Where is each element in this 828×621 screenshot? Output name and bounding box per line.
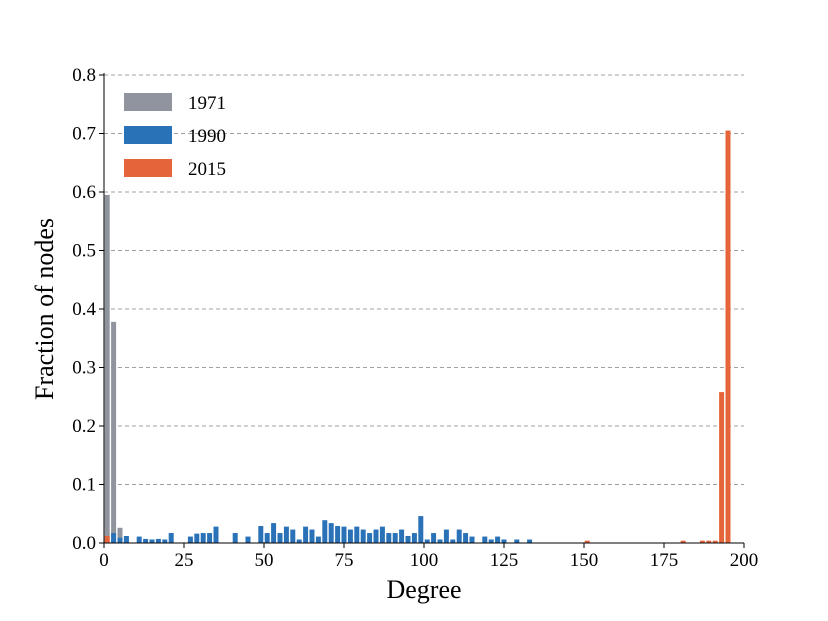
y-tick-label: 0.7 [72, 124, 96, 145]
x-axis-title: Degree [386, 575, 461, 604]
bar-1990-degree-11 [136, 536, 142, 543]
bar-1990-degree-103 [431, 533, 437, 543]
bar-1990-degree-79 [354, 526, 360, 543]
bar-1990-degree-89 [386, 533, 392, 543]
bar-2015-degree-181 [680, 540, 686, 543]
bar-1990-degree-115 [469, 536, 475, 543]
legend-swatch-1971 [124, 93, 172, 111]
bar-1990-degree-99 [418, 516, 424, 543]
x-tick-label: 100 [410, 550, 439, 571]
bar-1990-degree-93 [399, 529, 405, 543]
bar-1990-degree-33 [207, 533, 213, 543]
bar-1990-degree-19 [162, 539, 168, 543]
bar-1971-degree-3 [111, 321, 117, 543]
bar-1990-degree-35 [213, 526, 219, 543]
bar-1990-degree-45 [245, 536, 251, 543]
legend-swatch-2015 [124, 159, 172, 177]
bar-1990-degree-121 [488, 539, 494, 543]
bar-1990-degree-123 [495, 536, 501, 543]
bar-1990-degree-125 [501, 539, 507, 543]
x-tick-label: 25 [175, 550, 194, 571]
bar-1971-degree-1 [104, 194, 110, 544]
bar-1990-degree-109 [450, 539, 456, 543]
bar-1990-degree-91 [392, 533, 398, 543]
bar-1990-degree-101 [424, 539, 430, 543]
bar-1990-degree-81 [360, 529, 366, 543]
y-tick-label: 0.0 [72, 533, 96, 554]
bar-1990-degree-53 [271, 523, 277, 543]
bar-1990-degree-119 [482, 536, 488, 543]
bar-2015-degree-195 [725, 130, 731, 543]
bar-1971-degree-5 [117, 527, 123, 543]
legend: 1971 1990 2015 [124, 93, 226, 180]
y-tick-label: 0.4 [72, 299, 96, 320]
bar-1990-degree-83 [367, 533, 373, 543]
bar-1990-degree-71 [328, 523, 334, 543]
bar-1990-degree-59 [290, 529, 296, 543]
bar-2015-degree-189 [706, 540, 712, 543]
bar-1990-degree-107 [443, 529, 449, 543]
bar-1990-degree-65 [309, 529, 315, 543]
bar-1990-degree-67 [315, 536, 321, 543]
bar-2015-degree-187 [699, 540, 705, 543]
bar-1990-degree-61 [296, 539, 302, 543]
bar-1990-degree-75 [341, 526, 347, 543]
legend-label-1971: 1971 [188, 93, 226, 114]
legend-swatch-1990 [124, 126, 172, 144]
y-tick-label: 0.5 [72, 241, 96, 262]
bar-2015-degree-193 [719, 392, 725, 543]
y-tick-label: 0.8 [72, 65, 96, 86]
bar-1990-degree-55 [277, 533, 283, 543]
bar-2015-degree-1 [104, 535, 110, 543]
bar-1990-degree-17 [155, 538, 161, 543]
x-tick-label: 150 [570, 550, 599, 571]
bar-1990-degree-7 [123, 535, 129, 543]
bar-1990-degree-73 [335, 526, 341, 543]
bar-1990-degree-85 [373, 529, 379, 543]
grid-lines [104, 74, 744, 485]
y-tick-label: 0.2 [72, 416, 96, 437]
bar-1990-degree-13 [143, 538, 149, 543]
bar-1990-degree-29 [194, 533, 200, 543]
tick-labels: 0 25 50 75 100 125 150 175 200 0.0 0.1 0.2 0.3 0.4 0.5… [72, 65, 758, 571]
bar-1990-degree-3 [111, 533, 117, 543]
bar-1990-degree-129 [514, 539, 520, 543]
bar-1990-degree-95 [405, 535, 411, 543]
bar-1990-degree-87 [379, 526, 385, 543]
x-tick-label: 125 [490, 550, 519, 571]
y-tick-label: 0.1 [72, 475, 96, 496]
bar-1990-degree-111 [456, 529, 462, 543]
legend-label-2015: 2015 [188, 159, 226, 180]
bar-1990-degree-77 [347, 529, 353, 543]
bar-1990-degree-133 [527, 539, 533, 543]
bar-1990-degree-15 [149, 539, 155, 543]
y-axis-title: Fraction of nodes [30, 218, 59, 400]
y-tick-label: 0.3 [72, 358, 96, 379]
bar-1990-degree-31 [200, 533, 206, 543]
x-tick-label: 50 [255, 550, 274, 571]
bar-1990-degree-51 [264, 533, 270, 543]
legend-label-1990: 1990 [188, 126, 226, 147]
bar-1990-degree-105 [437, 539, 443, 543]
x-tick-label: 175 [650, 550, 679, 571]
y-tick-label: 0.6 [72, 182, 96, 203]
bar-1990-degree-63 [303, 526, 309, 543]
bar-1990-degree-21 [168, 533, 174, 543]
bar-1990-degree-69 [322, 520, 328, 543]
bar-2015-degree-191 [712, 540, 718, 543]
bar-1990-degree-97 [411, 533, 417, 543]
x-tick-label: 200 [730, 550, 759, 571]
bar-1990-degree-49 [258, 526, 264, 543]
bar-1990-degree-57 [283, 526, 289, 543]
bar-1990-degree-5 [117, 537, 123, 543]
bar-1990-degree-113 [463, 533, 469, 543]
x-tick-label: 75 [335, 550, 354, 571]
x-tick-label: 0 [99, 550, 109, 571]
bar-1990-degree-27 [187, 536, 193, 543]
bar-2015-degree-151 [584, 540, 590, 543]
bars [104, 130, 731, 544]
bar-1990-degree-41 [232, 533, 238, 543]
